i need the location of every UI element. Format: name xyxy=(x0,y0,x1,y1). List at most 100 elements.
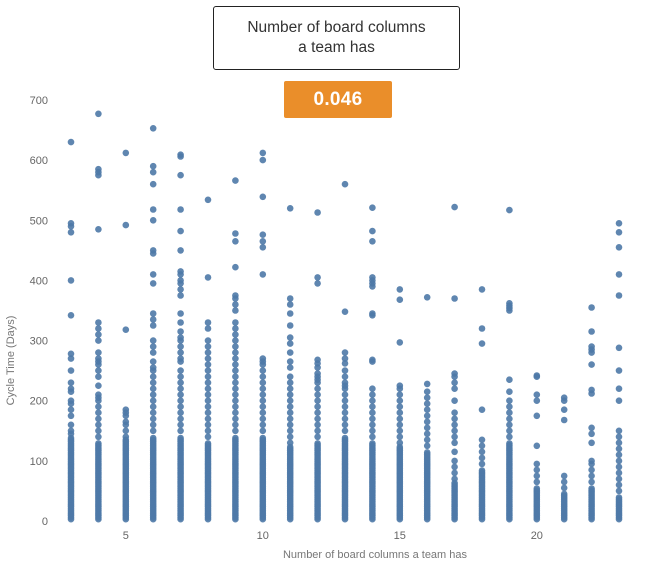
scatter-point xyxy=(259,193,267,201)
scatter-point xyxy=(286,391,294,399)
scatter-point xyxy=(506,397,513,405)
scatter-point xyxy=(478,460,486,468)
scatter-point xyxy=(95,226,102,233)
scatter-point xyxy=(67,138,75,146)
scatter-point xyxy=(259,391,267,399)
x-axis-ticks: 5 10 15 20 xyxy=(123,530,543,542)
scatter-point xyxy=(259,238,267,245)
scatter-point xyxy=(451,373,458,381)
scatter-point xyxy=(615,439,623,447)
scatter-point xyxy=(369,397,376,405)
scatter-point xyxy=(396,391,404,399)
scatter-point xyxy=(615,220,623,227)
scatter-point xyxy=(149,358,157,365)
scatter-point xyxy=(369,238,376,245)
scatter-point xyxy=(423,442,431,450)
scatter-point xyxy=(314,274,321,281)
scatter-point xyxy=(451,295,458,302)
scatter-point xyxy=(149,373,157,381)
scatter-point xyxy=(286,379,294,387)
scatter-point xyxy=(615,427,623,435)
scatter-point xyxy=(314,209,321,216)
scatter-point xyxy=(506,427,513,435)
scatter-point xyxy=(615,367,623,374)
scatter-point xyxy=(286,427,294,435)
scatter-point xyxy=(177,385,184,393)
scatter-point xyxy=(149,349,157,356)
scatter-point xyxy=(451,409,458,417)
scatter-point xyxy=(506,415,513,423)
scatter-point xyxy=(478,325,486,332)
scatter-point xyxy=(286,358,294,365)
scatter-point xyxy=(95,337,102,344)
scatter-point xyxy=(177,367,184,374)
scatter-point xyxy=(204,196,212,204)
scatter-point xyxy=(95,349,102,356)
scatter-point xyxy=(588,472,595,480)
scatter-point xyxy=(204,367,212,374)
scatter-point xyxy=(204,337,212,344)
scatter-point xyxy=(423,436,431,444)
scatter-point xyxy=(341,421,349,429)
scatter-point xyxy=(615,445,623,453)
scatter-point xyxy=(232,427,239,435)
scatter-point xyxy=(451,203,458,211)
scatter-point xyxy=(533,397,541,405)
scatter-point xyxy=(122,149,130,157)
scatter-point xyxy=(396,385,404,393)
scatter-point xyxy=(451,469,458,477)
scatter-point xyxy=(423,412,431,420)
scatter-point xyxy=(259,244,267,251)
scatter-point xyxy=(204,361,212,368)
scatter-point xyxy=(478,454,486,462)
scatter-point xyxy=(341,308,349,316)
scatter-point xyxy=(451,421,458,429)
scatter-point xyxy=(615,469,623,477)
scatter-point xyxy=(149,385,157,393)
scatter-point xyxy=(314,397,321,405)
scatter-point xyxy=(204,403,212,411)
scatter-point xyxy=(232,355,239,362)
scatter-point xyxy=(451,385,458,393)
scatter-point xyxy=(232,379,239,387)
scatter-point xyxy=(232,307,239,314)
scatter-point xyxy=(232,238,239,245)
scatter-point xyxy=(423,400,431,408)
scatter-point xyxy=(478,406,486,414)
scatter-point xyxy=(341,434,349,442)
scatter-point xyxy=(314,403,321,411)
scatter-point xyxy=(177,409,184,417)
scatter-point xyxy=(259,397,267,405)
scatter-point xyxy=(314,409,321,417)
scatter-point xyxy=(369,403,376,411)
scatter-point xyxy=(232,337,239,344)
scatter-point xyxy=(122,412,130,420)
scatter-point xyxy=(314,415,321,423)
scatter-point xyxy=(451,463,458,471)
scatter-point xyxy=(341,360,349,367)
scatter-point xyxy=(615,457,623,465)
scatter-point xyxy=(204,440,212,447)
x-tick-label: 10 xyxy=(257,530,269,542)
scatter-point xyxy=(149,180,157,188)
scatter-point xyxy=(177,421,184,429)
scatter-point xyxy=(177,373,184,381)
scatter-point xyxy=(423,430,431,438)
scatter-point xyxy=(177,328,184,335)
scatter-point xyxy=(451,457,458,465)
scatter-point xyxy=(67,400,75,408)
scatter-point xyxy=(506,433,513,441)
scatter-point xyxy=(314,440,321,447)
scatter-point xyxy=(286,415,294,423)
scatter-point xyxy=(232,391,239,399)
scatter-point xyxy=(122,221,130,229)
scatter-point xyxy=(588,328,595,335)
scatter-point xyxy=(204,355,212,362)
scatter-point xyxy=(396,421,404,429)
scatter-point xyxy=(259,403,267,411)
scatter-point xyxy=(177,349,184,356)
scatter-point xyxy=(259,385,267,393)
scatter-point xyxy=(232,415,239,423)
scatter-point xyxy=(259,427,267,435)
